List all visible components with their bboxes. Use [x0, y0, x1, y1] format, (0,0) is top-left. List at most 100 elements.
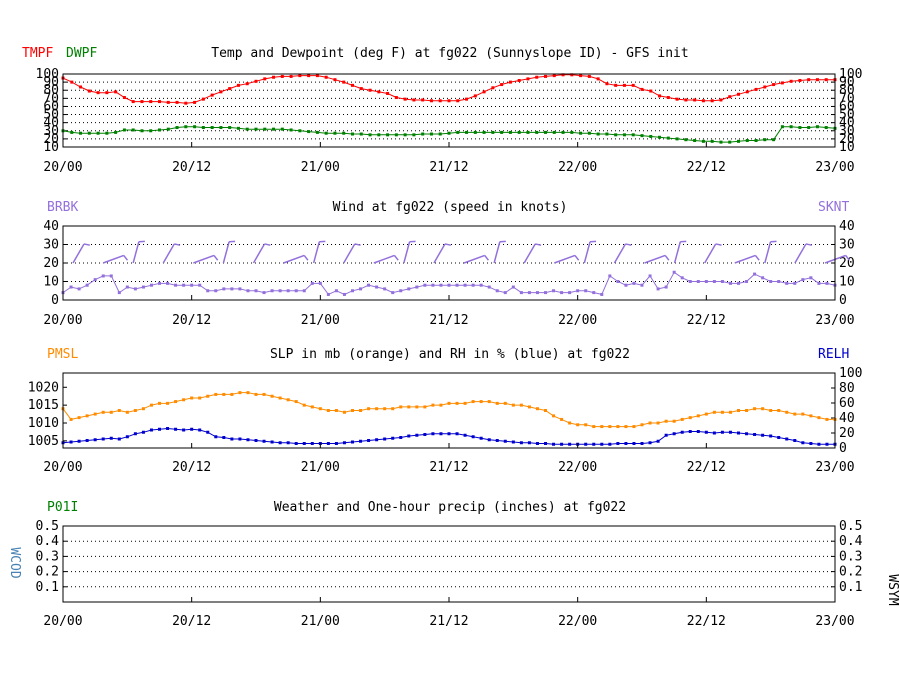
wind-x-ticks: 20/00 20/12 21/00 21/12 22/00 22/12 23/00	[43, 295, 855, 328]
sknt-point	[294, 289, 298, 293]
precip-chart-title: Weather and One-hour precip (inches) at …	[274, 500, 626, 515]
pmsl-point	[648, 421, 652, 425]
tmpf-point	[280, 74, 284, 78]
sknt-point	[672, 270, 676, 274]
dwpf-point	[219, 126, 223, 130]
pmsl-point	[294, 400, 298, 404]
dwpf-point	[579, 131, 583, 135]
relh-point	[712, 431, 716, 435]
dwpf-point	[193, 125, 197, 129]
tmpf-point	[131, 100, 135, 104]
relh-point	[608, 442, 612, 446]
relh-point	[77, 439, 81, 443]
relh-point	[133, 432, 137, 436]
relh-point	[447, 432, 451, 436]
precip-y-tick-label-right: 0.5	[839, 519, 862, 534]
precip-x-tick-label: 22/00	[558, 614, 597, 629]
pmsl-point	[737, 409, 740, 412]
pmsl-point	[688, 416, 692, 420]
pmsl-point	[182, 398, 186, 402]
wind-barb-flag	[123, 255, 129, 261]
dwpf-point	[158, 128, 161, 132]
wind-barb-flag	[83, 243, 91, 246]
tmpf-point	[798, 78, 802, 82]
sknt-point	[728, 281, 732, 285]
pmsl-label: PMSL	[47, 347, 78, 362]
sknt-point	[544, 291, 547, 295]
precip-y-tick-label: 0.1	[36, 580, 59, 595]
pmsl-point	[407, 405, 411, 409]
pmsl-point	[101, 410, 105, 414]
pmsl-point	[359, 409, 363, 412]
tmpf-point	[649, 89, 653, 93]
dwpf-point	[140, 129, 144, 133]
sknt-point	[407, 287, 411, 291]
wind-barb	[373, 254, 395, 264]
pmsl-point	[117, 409, 121, 412]
pmsl-point	[262, 392, 266, 396]
temp-x-ticks: 20/00 20/12 21/00 21/12 22/00 22/12 23/00	[43, 142, 855, 175]
sknt-point	[704, 280, 708, 283]
dwpf-point	[315, 130, 319, 134]
sknt-point	[342, 292, 346, 296]
dwpf-point	[70, 130, 74, 134]
tmpf-point	[701, 99, 705, 103]
tmpf-point	[763, 85, 767, 89]
wind-barb	[644, 254, 666, 264]
pmsl-point	[608, 425, 612, 429]
panel-wind: BRBK Wind at fg022 (speed in knots) SKNT…	[43, 200, 854, 328]
wind-barb	[193, 254, 215, 264]
relh-point	[616, 442, 620, 445]
relh-point	[198, 428, 202, 432]
dwpf-point	[587, 131, 591, 135]
pmsl-point	[632, 425, 636, 429]
sknt-point	[527, 291, 531, 295]
sknt-point	[495, 289, 499, 293]
rh-y-tick-label: 40	[839, 411, 855, 426]
slp-y-tick-label: 1010	[28, 416, 59, 431]
tmpf-point	[377, 90, 381, 94]
tmpf-point	[429, 99, 433, 103]
precip-y-tick-label-right: 0.3	[839, 549, 862, 564]
panel-precip: P01I Weather and One-hour precip (inches…	[7, 500, 900, 629]
relh-point	[423, 433, 427, 436]
relh-point	[688, 430, 692, 433]
wind-barb-flag	[303, 255, 309, 261]
relh-point	[190, 427, 194, 431]
slp-x-tick-label: 21/00	[301, 460, 340, 475]
tmpf-point	[333, 78, 337, 82]
wind-barb	[283, 254, 305, 264]
relh-point	[817, 442, 821, 446]
dwpf-point	[631, 133, 635, 137]
slp-x-tick-label: 20/12	[172, 460, 211, 475]
dwpf-point	[614, 133, 618, 137]
sknt-point	[608, 274, 612, 278]
pmsl-point	[680, 417, 684, 421]
pmsl-point	[487, 400, 491, 404]
pmsl-point	[342, 410, 346, 414]
dwpf-point	[649, 134, 653, 138]
wind-barb-flag	[354, 243, 361, 246]
dwpf-point	[552, 130, 556, 134]
pmsl-point	[310, 405, 314, 409]
pmsl-point	[246, 391, 250, 395]
tmpf-point	[465, 97, 469, 101]
tmpf-point	[298, 74, 302, 78]
sknt-point	[326, 292, 330, 296]
tmpf-point	[96, 91, 100, 95]
p01i-label: P01I	[47, 500, 78, 515]
sknt-point	[334, 289, 338, 293]
wind-y-tick-label-right: 40	[839, 219, 855, 234]
wind-barb	[734, 254, 756, 264]
sknt-point	[471, 283, 475, 287]
tmpf-point	[184, 101, 188, 105]
wind-barb	[704, 243, 717, 264]
temp-x-tick-label: 20/00	[43, 160, 82, 175]
wind-y-tick-label: 30	[43, 238, 59, 253]
tmpf-point	[289, 74, 293, 78]
tmpf-point	[780, 81, 784, 85]
pmsl-point	[511, 403, 515, 407]
precip-y-tick-label: 0.5	[36, 519, 59, 534]
tmpf-point	[526, 77, 530, 81]
relh-point	[391, 436, 395, 440]
